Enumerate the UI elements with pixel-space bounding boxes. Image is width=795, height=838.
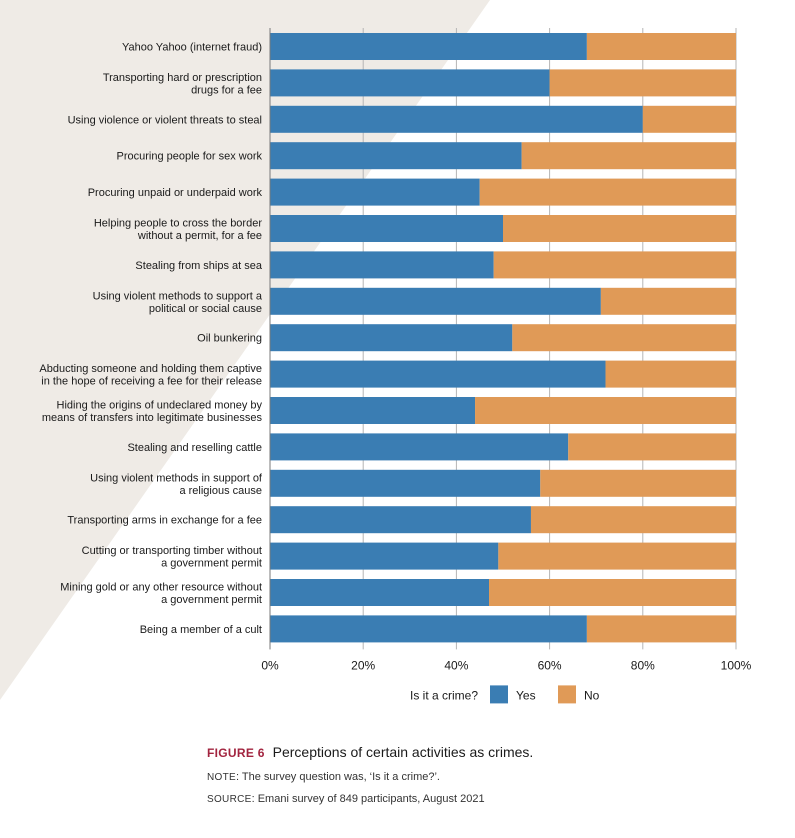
category-label: Transporting hard or prescription drugs f…	[103, 72, 262, 97]
category-label: Using violence or violent threats to ste…	[68, 114, 262, 126]
category-label: Yahoo Yahoo (internet fraud)	[122, 42, 262, 54]
source-label: SOURCE	[207, 794, 252, 805]
category-label: Hiding the origins of undeclared money b…	[42, 400, 263, 425]
bar-yes	[270, 251, 494, 279]
bar-no	[530, 506, 736, 534]
bar-no	[489, 579, 736, 606]
category-label: Using violent methods in support of a rel…	[90, 472, 263, 497]
category-label: Cutting or transporting timber without a …	[82, 545, 262, 570]
category-label: Procuring people for sex work	[116, 151, 262, 163]
figure-title: Perceptions of certain activities as cri…	[272, 744, 534, 760]
x-tick-label: 80%	[631, 658, 655, 672]
bar-yes	[270, 287, 601, 315]
bar-no	[549, 69, 736, 97]
bar-no	[503, 215, 736, 242]
category-label: Procuring unpaid or underpaid work	[88, 187, 263, 199]
legend-label-yes: Yes	[516, 688, 536, 702]
bar-yes	[270, 469, 541, 497]
legend-swatch-yes	[490, 685, 508, 704]
category-label: Being a member of a cult	[140, 624, 262, 636]
x-tick-label: 20%	[351, 658, 375, 672]
source-text: : Emani survey of 849 participants, Augu…	[251, 793, 485, 805]
x-tick-label: 0%	[261, 658, 279, 672]
bar-no	[605, 360, 736, 388]
bar-yes	[270, 33, 587, 60]
bar-yes	[270, 105, 643, 133]
bar-no	[479, 178, 736, 206]
bar-no	[586, 615, 736, 643]
category-labels: Yahoo Yahoo (internet fraud) Transporting…	[39, 42, 263, 636]
bar-no	[512, 324, 736, 352]
figure-source: SOURCE: Emani survey of 849 participants…	[207, 793, 485, 805]
category-label: Stealing from ships at sea	[135, 260, 262, 272]
stacked-bar-chart: Yahoo Yahoo (internet fraud) Transporting…	[39, 28, 752, 704]
bar-yes	[270, 397, 476, 424]
bar-no	[568, 433, 736, 461]
bar-yes	[270, 433, 569, 461]
legend-title: Is it a crime?	[410, 688, 478, 702]
note-text: : The survey question was, ‘Is it a crim…	[235, 771, 440, 783]
legend-label-no: No	[584, 688, 600, 702]
bar-yes	[270, 215, 503, 242]
bars	[270, 33, 736, 643]
legend: Is it a crime? Yes No	[410, 685, 600, 704]
bar-yes	[270, 615, 587, 643]
bar-no	[498, 542, 736, 570]
bar-no	[540, 469, 736, 497]
category-label: Helping people to cross the border withou…	[94, 218, 262, 243]
figure-caption: FIGURE 6 Perceptions of certain activiti…	[207, 744, 533, 760]
bar-yes	[270, 142, 522, 170]
bar-yes	[270, 69, 550, 97]
bar-no	[642, 105, 736, 133]
legend-swatch-no	[558, 685, 576, 704]
category-label: Using violent methods to support a politi…	[93, 290, 263, 315]
category-label: Stealing and reselling cattle	[127, 442, 262, 454]
figure-note: NOTE: The survey question was, ‘Is it a …	[207, 771, 440, 783]
bar-yes	[270, 360, 606, 388]
category-label: Mining gold or any other resource withou…	[60, 582, 262, 607]
x-axis: 0% 20% 40% 60% 80% 100%	[261, 28, 752, 672]
figure-label: FIGURE 6	[207, 746, 265, 760]
bar-no	[586, 33, 736, 60]
x-tick-label: 60%	[538, 658, 562, 672]
bar-no	[600, 287, 736, 315]
bar-yes	[270, 542, 499, 570]
bar-yes	[270, 579, 490, 606]
x-tick-label: 40%	[444, 658, 468, 672]
bar-yes	[270, 506, 531, 534]
bar-no	[493, 251, 736, 279]
note-label: NOTE	[207, 772, 236, 783]
bar-no	[521, 142, 736, 170]
x-tick-label: 100%	[721, 658, 752, 672]
bar-yes	[270, 324, 513, 352]
bar-no	[475, 397, 736, 424]
category-label: Abducting someone and holding them capti…	[39, 363, 262, 388]
bar-yes	[270, 178, 480, 206]
category-label: Transporting arms in exchange for a fee	[67, 515, 262, 527]
category-label: Oil bunkering	[197, 333, 262, 345]
